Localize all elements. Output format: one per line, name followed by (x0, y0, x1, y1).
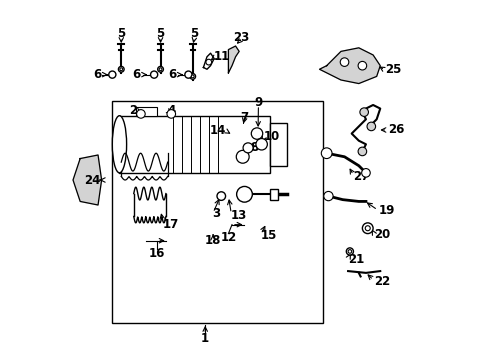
Bar (119, 116, 269, 173)
Text: 11: 11 (214, 50, 230, 63)
Text: 4: 4 (167, 104, 176, 117)
Circle shape (217, 192, 225, 201)
Circle shape (361, 168, 369, 177)
Text: 10: 10 (264, 130, 280, 143)
Text: 13: 13 (230, 209, 246, 222)
Text: 22: 22 (373, 275, 389, 288)
Circle shape (136, 110, 145, 118)
Bar (269, 189, 278, 200)
Circle shape (157, 66, 163, 72)
Text: 23: 23 (232, 31, 248, 44)
Circle shape (251, 128, 262, 139)
Text: 15: 15 (260, 229, 276, 242)
Circle shape (323, 192, 332, 201)
Circle shape (340, 58, 348, 66)
Circle shape (347, 249, 351, 253)
Text: 18: 18 (204, 234, 221, 247)
Circle shape (159, 68, 162, 71)
Text: 1: 1 (201, 333, 209, 346)
Text: 5: 5 (190, 27, 198, 40)
Circle shape (205, 59, 211, 65)
Bar (112, 102, 323, 323)
Text: 24: 24 (84, 174, 101, 186)
Ellipse shape (112, 116, 126, 173)
Text: 5: 5 (117, 27, 125, 40)
Text: 19: 19 (378, 204, 394, 217)
Text: 20: 20 (373, 228, 389, 241)
Circle shape (366, 122, 375, 131)
Circle shape (243, 143, 253, 153)
Circle shape (120, 68, 122, 71)
Text: 26: 26 (387, 123, 404, 136)
Circle shape (362, 223, 372, 234)
Polygon shape (319, 48, 380, 84)
Circle shape (189, 73, 195, 79)
Circle shape (118, 66, 124, 72)
Circle shape (150, 71, 157, 78)
Text: 3: 3 (212, 207, 220, 220)
Text: 14: 14 (209, 124, 225, 137)
Circle shape (236, 186, 252, 202)
Text: 6: 6 (168, 68, 176, 81)
Text: 21: 21 (347, 253, 364, 266)
Circle shape (166, 110, 175, 118)
Circle shape (255, 139, 267, 150)
Bar (269, 123, 287, 166)
Bar (135, 107, 157, 116)
Text: 5: 5 (156, 27, 164, 40)
Polygon shape (73, 155, 102, 205)
Polygon shape (228, 46, 239, 73)
Text: 16: 16 (148, 247, 165, 260)
Circle shape (359, 108, 367, 116)
Text: 17: 17 (163, 218, 179, 231)
Circle shape (346, 248, 353, 255)
Circle shape (357, 62, 366, 70)
Circle shape (236, 150, 248, 163)
Text: 8: 8 (249, 141, 258, 154)
Circle shape (108, 71, 116, 78)
Circle shape (365, 226, 369, 231)
Circle shape (357, 147, 366, 156)
Circle shape (321, 148, 331, 158)
Text: 2: 2 (129, 104, 137, 117)
Text: 6: 6 (132, 68, 141, 81)
Text: 7: 7 (240, 111, 248, 124)
Text: 27: 27 (353, 170, 369, 183)
Text: 6: 6 (93, 68, 102, 81)
Circle shape (184, 71, 192, 78)
Text: 25: 25 (385, 63, 401, 76)
Text: 12: 12 (220, 231, 236, 244)
Text: 9: 9 (254, 96, 263, 109)
Circle shape (191, 75, 194, 78)
